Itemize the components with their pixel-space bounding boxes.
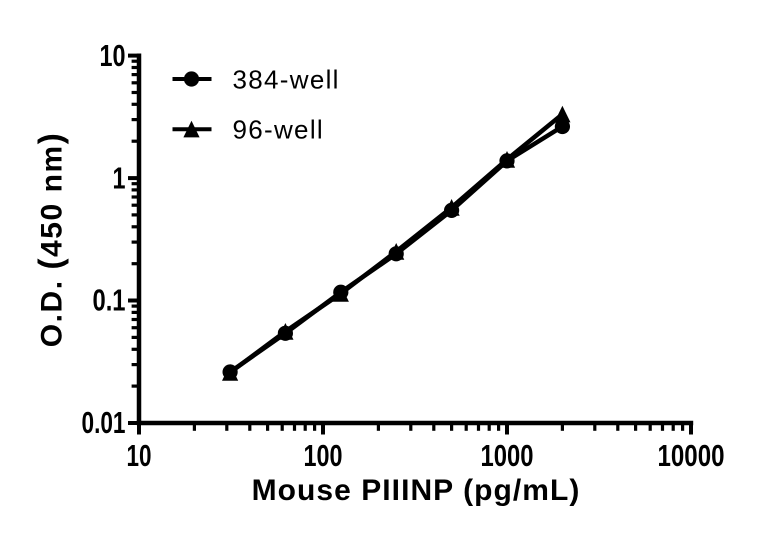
svg-text:96-well: 96-well xyxy=(233,114,324,144)
svg-text:1: 1 xyxy=(113,160,126,195)
svg-text:100: 100 xyxy=(304,438,343,473)
svg-text:10000: 10000 xyxy=(658,438,725,473)
svg-text:0.01: 0.01 xyxy=(82,405,126,440)
svg-text:384-well: 384-well xyxy=(233,65,340,95)
svg-text:Mouse PIIINP (pg/mL): Mouse PIIINP (pg/mL) xyxy=(252,474,581,507)
svg-text:0.1: 0.1 xyxy=(93,283,126,318)
svg-text:10: 10 xyxy=(100,38,126,73)
svg-text:O.D. (450 nm): O.D. (450 nm) xyxy=(32,132,69,348)
svg-text:10: 10 xyxy=(127,438,152,473)
svg-text:1000: 1000 xyxy=(481,438,534,473)
